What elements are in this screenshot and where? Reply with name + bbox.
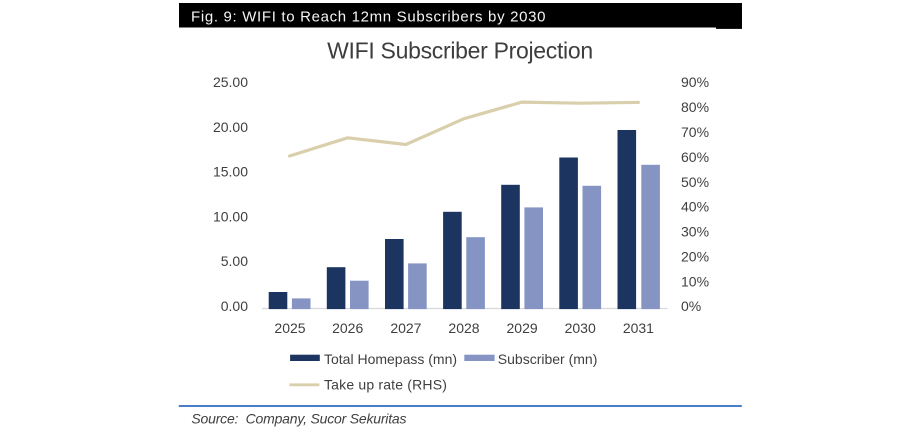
svg-text:60%: 60% — [681, 149, 709, 165]
svg-text:90%: 90% — [681, 74, 709, 90]
svg-text:80%: 80% — [681, 99, 709, 115]
svg-text:Source: Company, Sucor Sekuri: Source: Company, Sucor Sekuritas — [191, 410, 406, 426]
svg-text:2026: 2026 — [332, 320, 363, 336]
svg-text:2030: 2030 — [565, 320, 596, 336]
svg-text:70%: 70% — [681, 124, 709, 140]
svg-text:2027: 2027 — [390, 320, 421, 336]
svg-text:Subscriber (mn): Subscriber (mn) — [498, 351, 598, 367]
svg-text:WIFI Subscriber Projection: WIFI Subscriber Projection — [327, 38, 593, 64]
svg-text:0.00: 0.00 — [221, 298, 248, 314]
svg-text:20.00: 20.00 — [213, 119, 248, 135]
svg-text:25.00: 25.00 — [213, 74, 248, 90]
svg-text:2025: 2025 — [274, 320, 305, 336]
svg-text:15.00: 15.00 — [213, 164, 248, 180]
svg-text:Take up rate (RHS): Take up rate (RHS) — [324, 377, 447, 393]
svg-text:2028: 2028 — [448, 320, 479, 336]
svg-text:2031: 2031 — [623, 320, 654, 336]
svg-text:10%: 10% — [681, 273, 709, 289]
svg-text:20%: 20% — [681, 248, 709, 264]
svg-text:0%: 0% — [681, 298, 701, 314]
svg-text:30%: 30% — [681, 224, 709, 240]
svg-text:40%: 40% — [681, 199, 709, 215]
svg-text:10.00: 10.00 — [213, 208, 248, 224]
svg-text:50%: 50% — [681, 174, 709, 190]
svg-text:Fig. 9: WIFI to Reach 12mn Sub: Fig. 9: WIFI to Reach 12mn Subscribers b… — [191, 9, 546, 26]
svg-text:Total Homepass (mn): Total Homepass (mn) — [324, 351, 457, 367]
svg-text:5.00: 5.00 — [221, 253, 248, 269]
svg-text:2029: 2029 — [507, 320, 538, 336]
